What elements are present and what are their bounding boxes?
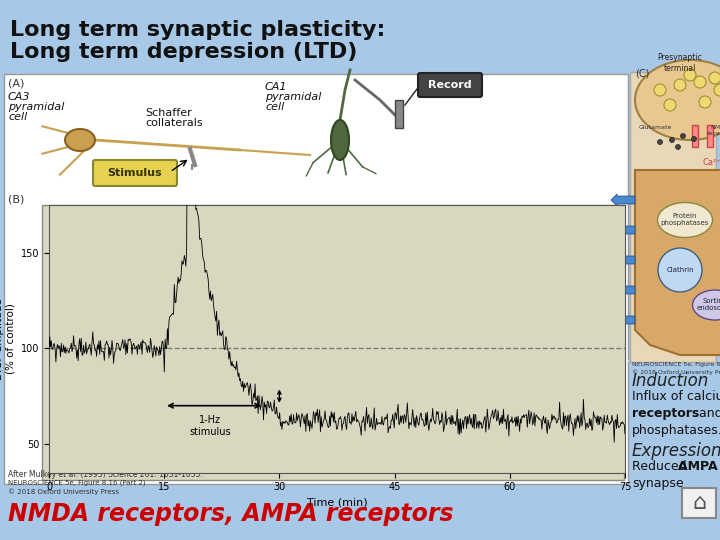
FancyBboxPatch shape <box>395 100 403 128</box>
Circle shape <box>709 72 720 84</box>
Text: © 2018 Oxford University Press: © 2018 Oxford University Press <box>632 369 720 375</box>
Text: Long term synaptic plasticity:: Long term synaptic plasticity: <box>10 20 385 40</box>
Ellipse shape <box>635 60 720 140</box>
Bar <box>42 205 624 480</box>
Circle shape <box>694 76 706 88</box>
Text: Clathrin: Clathrin <box>666 267 694 273</box>
Text: Reduced: Reduced <box>632 460 690 473</box>
FancyArrow shape <box>611 254 635 266</box>
Text: (C): (C) <box>635 68 649 78</box>
Circle shape <box>699 96 711 108</box>
Circle shape <box>675 145 680 150</box>
Text: pyramidal: pyramidal <box>8 102 64 112</box>
Circle shape <box>670 138 675 143</box>
Text: NMDA receptors, AMPA receptors: NMDA receptors, AMPA receptors <box>8 502 454 526</box>
Ellipse shape <box>657 202 713 238</box>
Text: and activation of protein: and activation of protein <box>695 407 720 420</box>
Text: After Mulkey et al. (1993) Science 261: 1051-1055.: After Mulkey et al. (1993) Science 261: … <box>8 470 203 479</box>
Text: Influx of calcium through: Influx of calcium through <box>632 390 720 403</box>
Text: Long term depression (LTD): Long term depression (LTD) <box>10 42 357 62</box>
Circle shape <box>657 139 662 145</box>
Text: Glutamate: Glutamate <box>639 125 672 130</box>
Circle shape <box>684 69 696 81</box>
Text: ⌂: ⌂ <box>692 493 706 513</box>
Text: receptors: receptors <box>632 407 699 420</box>
Text: Ca²⁺: Ca²⁺ <box>703 158 720 167</box>
Text: Stimulus: Stimulus <box>108 168 162 178</box>
FancyBboxPatch shape <box>418 73 482 97</box>
X-axis label: Time (min): Time (min) <box>307 498 367 508</box>
Text: 1-Hz
stimulus: 1-Hz stimulus <box>189 415 231 437</box>
Text: Record: Record <box>428 80 472 90</box>
Text: (B): (B) <box>8 195 24 205</box>
Text: CA1: CA1 <box>265 82 287 92</box>
Ellipse shape <box>331 120 349 160</box>
Text: NMDA
receptor: NMDA receptor <box>706 125 720 136</box>
Circle shape <box>714 84 720 96</box>
Bar <box>628 360 716 362</box>
Text: cell: cell <box>8 112 27 122</box>
Text: NEUROSCIENCE 5e, Figure 8.16 (Part 3): NEUROSCIENCE 5e, Figure 8.16 (Part 3) <box>632 362 720 367</box>
Text: pyramidal: pyramidal <box>265 92 321 102</box>
Text: Induction: Induction <box>632 372 709 390</box>
Ellipse shape <box>693 290 720 320</box>
Circle shape <box>654 84 666 96</box>
Text: CA3: CA3 <box>8 92 30 102</box>
Text: synapse: synapse <box>632 477 683 490</box>
Y-axis label: ETSP amplitude
(% of control): ETSP amplitude (% of control) <box>0 298 15 380</box>
FancyArrow shape <box>611 284 635 296</box>
Circle shape <box>658 248 702 292</box>
Text: phosphatases.: phosphatases. <box>632 424 720 437</box>
Text: Protein
phosphatases: Protein phosphatases <box>661 213 709 226</box>
Bar <box>692 125 698 147</box>
Circle shape <box>691 137 696 141</box>
Text: AMPA receptors: AMPA receptors <box>678 460 720 473</box>
Text: Expression: Expression <box>632 442 720 460</box>
Text: NEUROSCIENCE 5e, Figure 8.16 (Part 2): NEUROSCIENCE 5e, Figure 8.16 (Part 2) <box>8 480 145 487</box>
Text: (A): (A) <box>8 78 24 88</box>
Text: Presynaptic
terminal: Presynaptic terminal <box>657 53 703 73</box>
FancyArrow shape <box>611 194 635 206</box>
Polygon shape <box>635 170 720 355</box>
Text: © 2018 Oxford University Press: © 2018 Oxford University Press <box>8 488 119 495</box>
FancyBboxPatch shape <box>93 160 177 186</box>
FancyArrow shape <box>611 224 635 236</box>
Text: Sorting
endosome: Sorting endosome <box>697 299 720 312</box>
Ellipse shape <box>65 129 95 151</box>
Bar <box>707 125 713 147</box>
Bar <box>630 72 716 362</box>
Bar <box>682 488 716 518</box>
Circle shape <box>680 133 685 138</box>
Text: cell: cell <box>265 102 284 112</box>
FancyArrow shape <box>611 314 635 326</box>
Bar <box>4 74 628 484</box>
Circle shape <box>674 79 686 91</box>
Text: collaterals: collaterals <box>145 118 202 128</box>
Circle shape <box>664 99 676 111</box>
Text: Schaffer: Schaffer <box>145 108 192 118</box>
